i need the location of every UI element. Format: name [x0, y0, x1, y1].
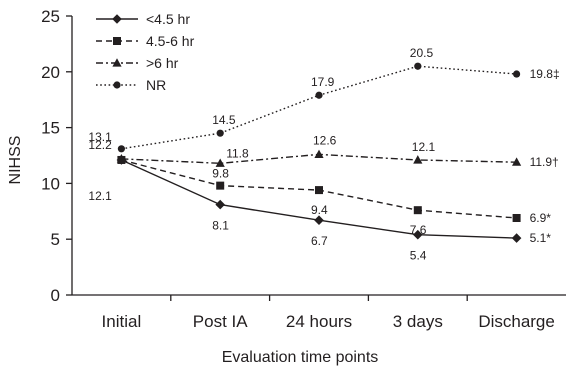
data-label: 12.1: [88, 189, 112, 203]
data-label: 5.4: [410, 249, 427, 263]
y-tick-label: 10: [41, 174, 60, 193]
data-point: [215, 199, 225, 210]
data-label: 17.9: [311, 75, 335, 89]
legend-label: 4.5-6 hr: [146, 33, 195, 49]
data-point: [513, 70, 521, 78]
data-label: 13.1: [88, 130, 112, 144]
legend-item-3: >6 hr: [96, 55, 179, 71]
legend-marker: [112, 58, 122, 67]
legend-marker: [113, 81, 121, 89]
data-label: 7.6: [410, 223, 427, 237]
legend-label: NR: [146, 77, 166, 93]
data-label: 14.5: [212, 113, 236, 127]
data-point: [413, 229, 423, 240]
data-labels-layer: 12.1 8.1 6.7 5.4 5.1* 9.8 9.4 7.6 6.9* 12.2 11.8 12…: [88, 46, 559, 263]
y-axis-title: NIHSS: [7, 136, 24, 185]
data-point: [216, 129, 224, 137]
data-label: 9.8: [212, 167, 229, 181]
data-label: 5.1*: [530, 231, 552, 245]
data-point: [215, 158, 225, 167]
data-point: [314, 215, 324, 226]
data-label: 6.9*: [530, 211, 552, 225]
data-label: 19.8‡: [530, 67, 560, 81]
data-label: 8.1: [212, 219, 229, 233]
x-tick-label: Initial: [102, 312, 142, 331]
data-label: 12.1: [412, 140, 436, 154]
data-point: [512, 157, 522, 166]
y-tick-label: 15: [41, 119, 60, 138]
legend-item-4: NR: [96, 77, 166, 93]
data-point: [413, 206, 422, 215]
data-label: 9.4: [311, 203, 328, 217]
y-tick-label: 5: [51, 230, 60, 249]
data-point: [314, 149, 324, 158]
data-label: 20.5: [410, 46, 434, 60]
legend-label: <4.5 hr: [146, 11, 190, 27]
data-point: [512, 213, 521, 222]
data-point: [315, 186, 323, 195]
legend-item-2: 4.5-6 hr: [96, 33, 195, 49]
data-label: 12.2: [88, 138, 112, 152]
x-tick-label: Post IA: [193, 312, 248, 331]
series-3: [116, 149, 522, 167]
data-point: [117, 145, 125, 153]
series-4: [117, 62, 521, 153]
x-axis-title: Evaluation time points: [222, 349, 379, 366]
data-label: 11.9†: [530, 155, 559, 169]
legend-label: >6 hr: [146, 55, 179, 71]
data-point: [216, 181, 225, 190]
series-layer: [116, 62, 522, 243]
data-point: [116, 154, 126, 163]
x-tick-label: Discharge: [478, 312, 555, 331]
data-point: [511, 233, 522, 243]
x-tick-label: 3 days: [393, 312, 443, 331]
x-tick-label: 24 hours: [286, 312, 352, 331]
data-label: 6.7: [311, 234, 328, 248]
data-label: 11.8: [226, 146, 249, 160]
data-point: [315, 91, 323, 99]
legend-marker: [113, 37, 121, 45]
legend-marker: [112, 14, 122, 24]
series-1: [116, 155, 522, 243]
data-label: 12.6: [313, 133, 337, 147]
y-tick-label: 25: [41, 7, 60, 26]
y-tick-label: 20: [41, 63, 60, 82]
data-point: [413, 155, 423, 164]
series-1-line: [121, 159, 517, 239]
y-tick-label: 0: [51, 286, 60, 305]
chart-axes: 0 5 10 15 20 25 Initial Post IA 24 hours 3 days Di…: [41, 7, 566, 331]
chart-legend: <4.5 hr 4.5-6 hr >6 hr NR: [96, 11, 195, 93]
data-point: [414, 62, 422, 70]
legend-item-1: <4.5 hr: [96, 11, 190, 27]
